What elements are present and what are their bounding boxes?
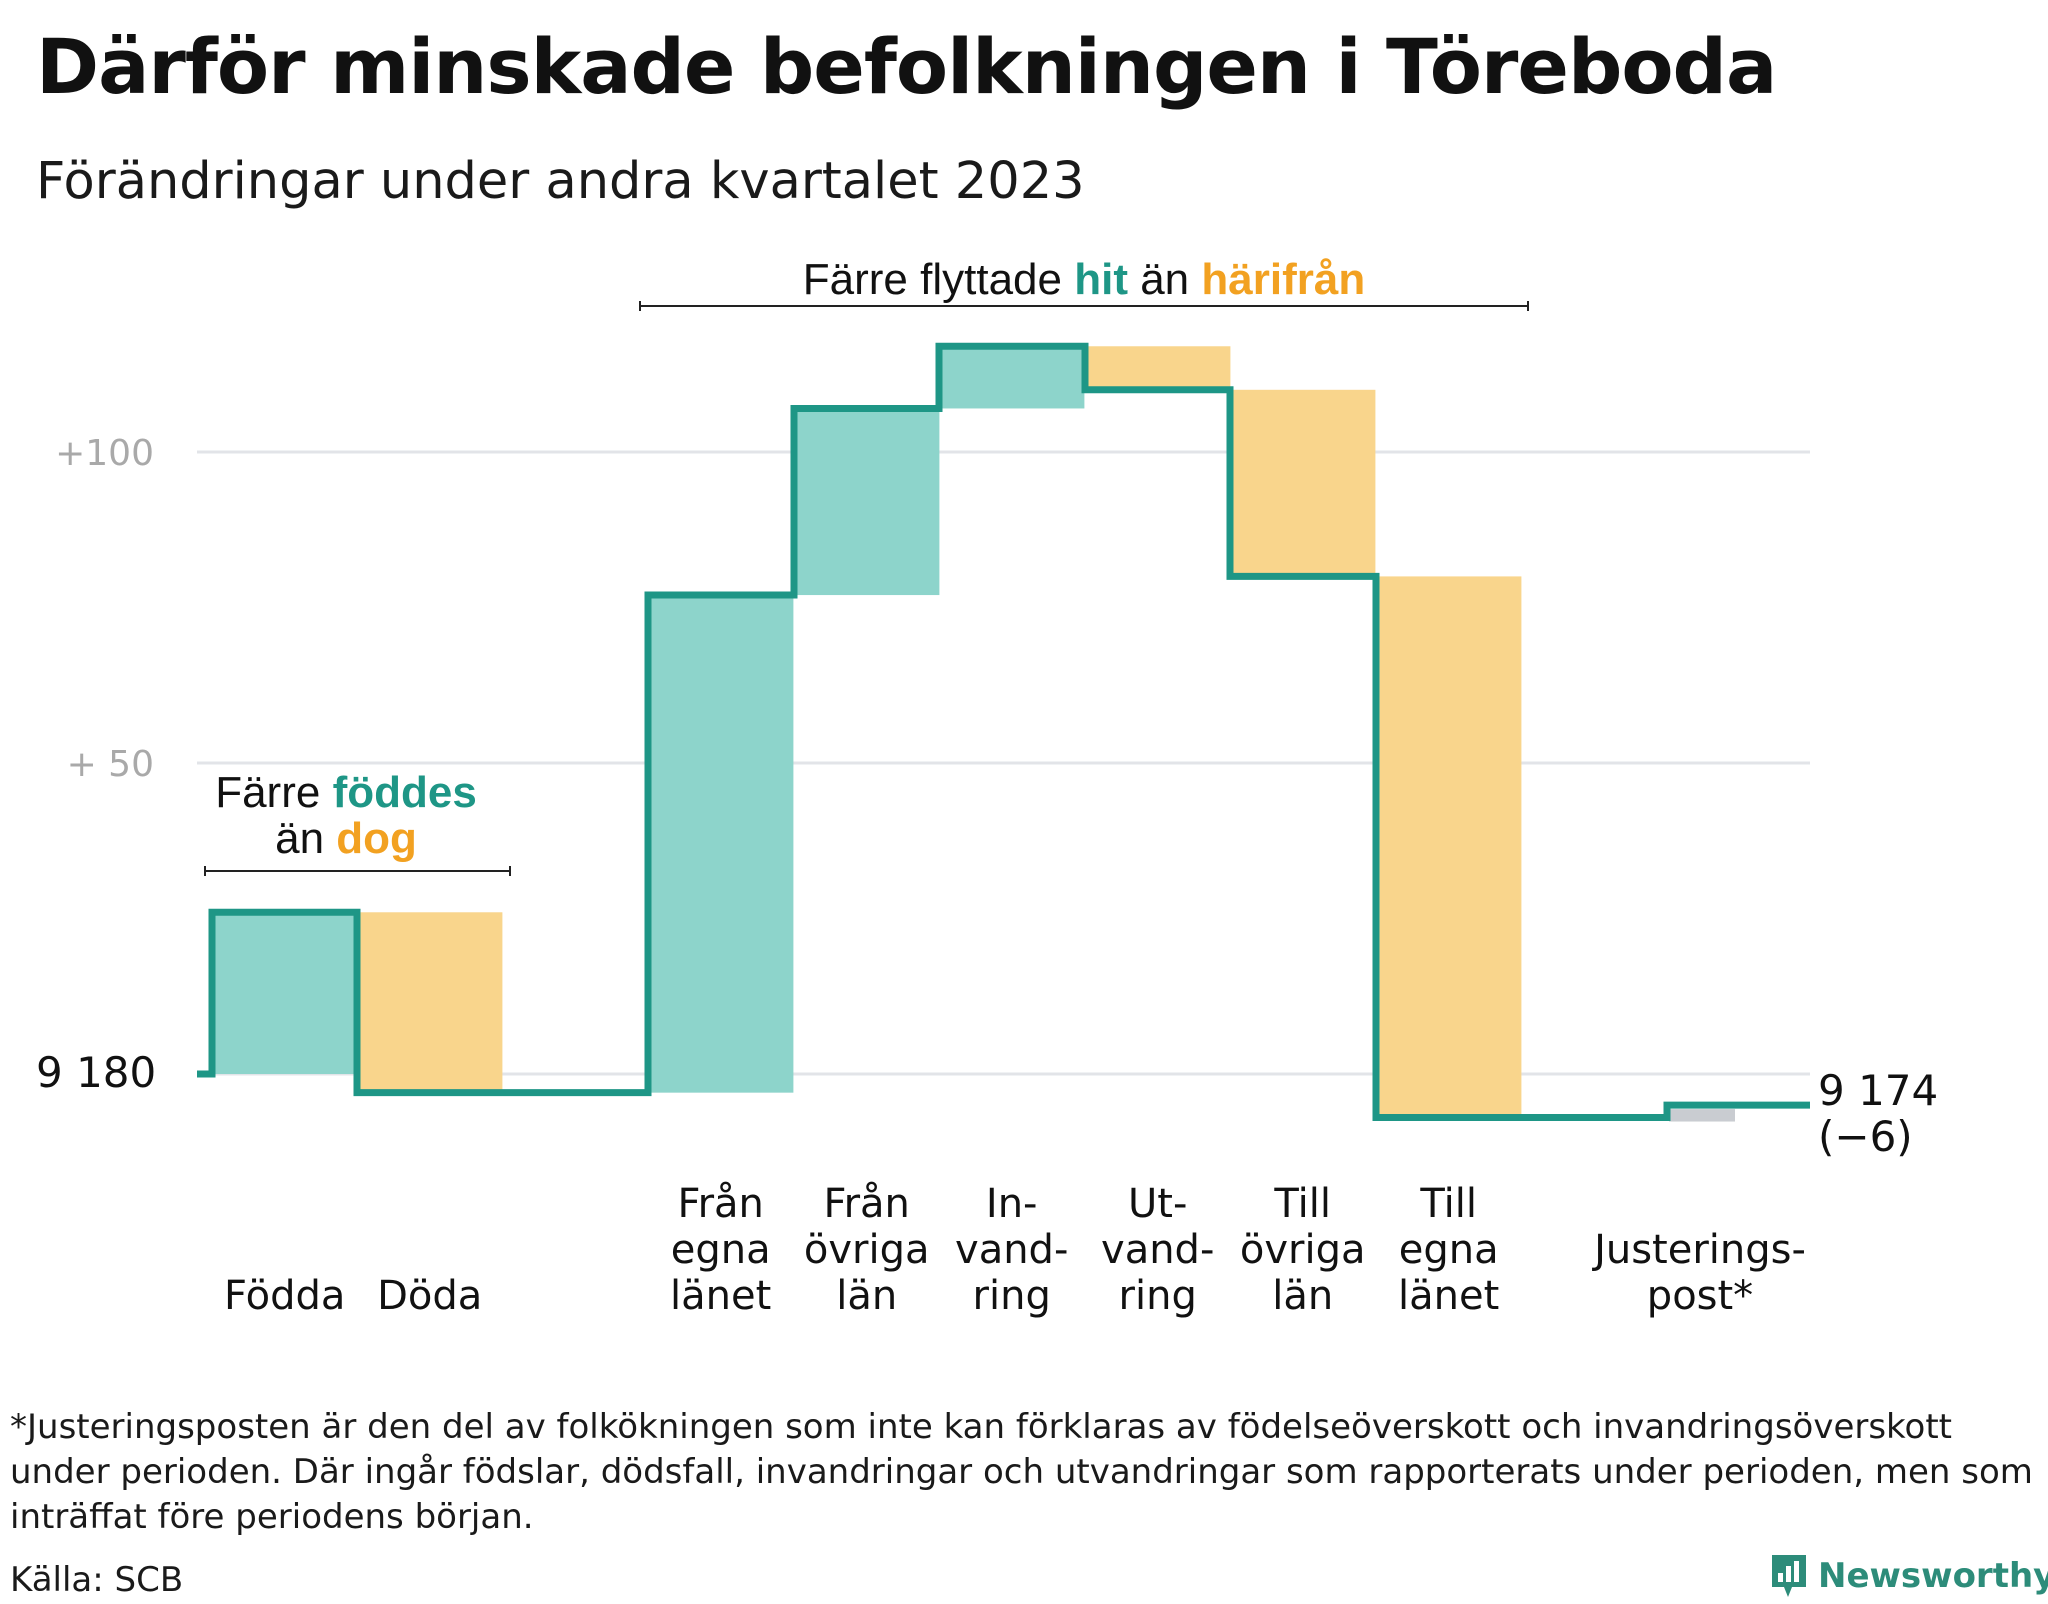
category-label: län bbox=[836, 1273, 897, 1319]
category-label: Från bbox=[677, 1181, 763, 1227]
bar bbox=[1669, 1109, 1735, 1122]
born-annotation-an: än bbox=[275, 814, 336, 863]
source-label: Källa: SCB bbox=[10, 1560, 184, 1600]
category-label: post* bbox=[1647, 1273, 1753, 1319]
category-label: övriga bbox=[804, 1227, 930, 1273]
category-label: Till bbox=[1419, 1181, 1477, 1227]
moved-annotation-prefix: Färre flyttade bbox=[803, 255, 1074, 304]
bar bbox=[212, 912, 358, 1074]
category-label: övriga bbox=[1240, 1227, 1366, 1273]
moved-annotation-hit: hit bbox=[1074, 255, 1128, 304]
category-label: Justerings- bbox=[1591, 1227, 1806, 1273]
moved-annotation-harifran: härifrån bbox=[1201, 255, 1365, 304]
end-value-label: 9 174 bbox=[1818, 1066, 1938, 1115]
category-label: Födda bbox=[224, 1273, 345, 1319]
category-label: vand- bbox=[955, 1227, 1068, 1273]
born-annotation-prefix: Färre bbox=[215, 768, 332, 817]
y-tick-label: +100 bbox=[55, 433, 154, 474]
category-label: ring bbox=[1119, 1273, 1197, 1319]
y-tick-label: 9 180 bbox=[36, 1048, 156, 1097]
bars bbox=[212, 346, 1735, 1122]
bar bbox=[357, 912, 503, 1093]
moved-annotation-mid: än bbox=[1128, 255, 1201, 304]
bar bbox=[1376, 576, 1522, 1118]
category-label: Till bbox=[1273, 1181, 1331, 1227]
category-label: egna bbox=[1399, 1227, 1499, 1273]
category-label: Döda bbox=[377, 1273, 482, 1319]
y-tick-label: + 50 bbox=[67, 744, 154, 785]
bar bbox=[1230, 389, 1376, 577]
bar bbox=[648, 595, 794, 1093]
newsworthy-logo-icon bbox=[1772, 1555, 1806, 1597]
brand-logo: Newsworthy bbox=[1770, 1548, 2048, 1604]
chart-title: Därför minskade befolkningen i Töreboda bbox=[36, 22, 1777, 111]
category-labels: Födda DödaFrånegnalänetFrånövrigalänIn-va… bbox=[224, 1181, 1806, 1319]
bar bbox=[1085, 346, 1231, 390]
bar bbox=[794, 408, 940, 596]
y-tick-labels: 9 180 + 50 +100 bbox=[36, 433, 156, 1097]
category-label: Från bbox=[823, 1181, 909, 1227]
born-annotation-line1: Färre föddes bbox=[215, 768, 477, 817]
end-change-label: (−6) bbox=[1818, 1112, 1913, 1161]
running-total-path bbox=[197, 342, 1810, 1122]
footnote: *Justeringsposten är den del av folkökni… bbox=[10, 1407, 2033, 1537]
category-label: ring bbox=[973, 1273, 1051, 1319]
born-annotation-foddes: föddes bbox=[333, 768, 477, 817]
bar bbox=[939, 346, 1085, 409]
born-annotation-line2: än dog bbox=[275, 814, 417, 863]
born-annotation-dog: dog bbox=[336, 814, 417, 863]
moved-annotation: Färre flyttade hit än härifrån bbox=[803, 255, 1365, 304]
running-total-line bbox=[197, 342, 1810, 1122]
category-label: vand- bbox=[1101, 1227, 1214, 1273]
annotations: Färre flyttade hit än härifrån Färre föd… bbox=[204, 255, 1529, 876]
chart-subtitle: Förändringar under andra kvartalet 2023 bbox=[36, 152, 1085, 211]
category-label: länet bbox=[670, 1273, 771, 1319]
category-label: egna bbox=[671, 1227, 771, 1273]
category-label: länet bbox=[1398, 1273, 1499, 1319]
category-label: Ut- bbox=[1128, 1181, 1187, 1227]
category-label: In- bbox=[986, 1181, 1038, 1227]
waterfall-chart: 9 180+ 50+100 Födda DödaFrånegnalänetFrån… bbox=[36, 255, 1938, 1319]
brand-name: Newsworthy bbox=[1818, 1556, 2048, 1596]
category-label: län bbox=[1272, 1273, 1333, 1319]
